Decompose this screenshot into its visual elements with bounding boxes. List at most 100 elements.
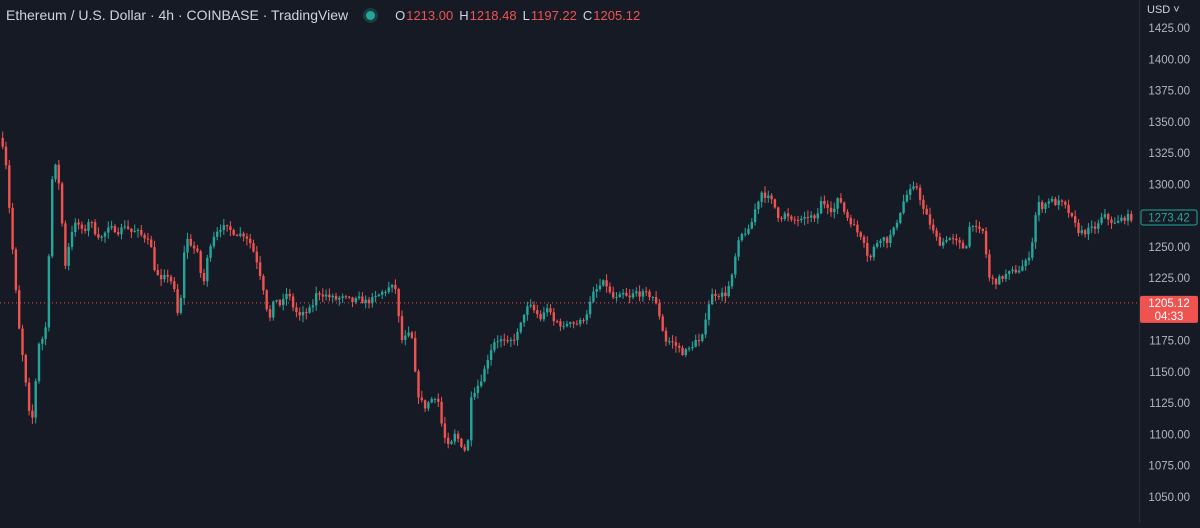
candle-body[interactable]: [1024, 260, 1027, 267]
candle-body[interactable]: [57, 164, 60, 184]
candle-body[interactable]: [628, 295, 631, 298]
candle-body[interactable]: [225, 225, 229, 227]
candle-body[interactable]: [836, 198, 839, 209]
candle-body[interactable]: [268, 309, 272, 318]
candle-body[interactable]: [909, 188, 912, 195]
candle-body[interactable]: [166, 274, 169, 277]
candle-body[interactable]: [849, 217, 852, 225]
candle-body[interactable]: [902, 201, 905, 213]
candle-body[interactable]: [598, 285, 602, 290]
candle-body[interactable]: [258, 262, 262, 276]
candle-body[interactable]: [720, 292, 724, 297]
candle-body[interactable]: [318, 293, 321, 295]
candle-body[interactable]: [978, 226, 981, 229]
candle-body[interactable]: [67, 246, 70, 266]
candle-body[interactable]: [206, 257, 209, 282]
candle-body[interactable]: [612, 292, 615, 298]
candle-body[interactable]: [437, 398, 440, 402]
candle-body[interactable]: [509, 339, 513, 341]
candle-body[interactable]: [1004, 274, 1008, 279]
candle-body[interactable]: [123, 226, 126, 228]
candle-body[interactable]: [694, 340, 697, 347]
candle-body[interactable]: [922, 199, 925, 209]
candle-body[interactable]: [958, 240, 961, 243]
candle-body[interactable]: [998, 276, 1001, 285]
candle-body[interactable]: [608, 286, 612, 293]
candle-body[interactable]: [981, 229, 984, 231]
candle-body[interactable]: [555, 321, 559, 323]
candle-body[interactable]: [11, 207, 14, 250]
candle-body[interactable]: [803, 217, 806, 219]
candle-body[interactable]: [879, 240, 882, 243]
candle-body[interactable]: [404, 335, 407, 340]
candle-body[interactable]: [265, 290, 268, 310]
candle-body[interactable]: [338, 297, 341, 300]
candle-body[interactable]: [843, 202, 846, 212]
candle-body[interactable]: [684, 349, 687, 355]
candle-body[interactable]: [229, 226, 232, 230]
candle-body[interactable]: [549, 308, 552, 313]
candle-body[interactable]: [885, 237, 889, 243]
candle-body[interactable]: [433, 398, 437, 400]
candle-body[interactable]: [41, 339, 44, 344]
candle-body[interactable]: [704, 319, 707, 335]
candle-body[interactable]: [645, 291, 648, 293]
candle-body[interactable]: [536, 310, 539, 315]
candle-body[interactable]: [1037, 202, 1041, 216]
candle-body[interactable]: [965, 246, 968, 249]
candle-body[interactable]: [252, 243, 255, 252]
candle-body[interactable]: [1001, 276, 1004, 279]
candle-body[interactable]: [928, 214, 932, 225]
candle-body[interactable]: [456, 433, 460, 439]
candle-body[interactable]: [1074, 216, 1077, 223]
candle-body[interactable]: [793, 219, 796, 221]
candle-body[interactable]: [856, 224, 859, 233]
currency-selector[interactable]: USD ˅: [1147, 4, 1180, 16]
candle-body[interactable]: [572, 322, 575, 324]
candle-body[interactable]: [862, 236, 866, 243]
candle-body[interactable]: [117, 232, 120, 235]
candle-body[interactable]: [717, 295, 720, 297]
candle-body[interactable]: [631, 293, 635, 298]
candle-body[interactable]: [18, 290, 21, 329]
candle-body[interactable]: [918, 187, 922, 200]
candle-body[interactable]: [275, 300, 278, 302]
candle-body[interactable]: [153, 247, 156, 271]
candle-body[interactable]: [697, 340, 701, 341]
candle-body[interactable]: [727, 286, 730, 296]
candle-body[interactable]: [1064, 201, 1067, 205]
candle-body[interactable]: [84, 228, 87, 231]
candle-body[interactable]: [575, 323, 579, 325]
candle-body[interactable]: [87, 222, 90, 231]
candle-body[interactable]: [113, 226, 117, 233]
candle-body[interactable]: [1, 138, 4, 147]
candle-body[interactable]: [483, 368, 486, 382]
candle-body[interactable]: [90, 222, 93, 224]
candle-body[interactable]: [130, 228, 133, 232]
candle-body[interactable]: [173, 281, 176, 290]
candle-body[interactable]: [773, 199, 777, 208]
candle-body[interactable]: [532, 304, 536, 311]
candle-body[interactable]: [120, 227, 123, 235]
candle-body[interactable]: [1014, 269, 1017, 273]
candle-body[interactable]: [344, 296, 348, 298]
candle-body[interactable]: [681, 347, 684, 356]
candle-body[interactable]: [1123, 217, 1126, 221]
candle-body[interactable]: [1093, 226, 1097, 229]
candle-body[interactable]: [1100, 217, 1103, 224]
candle-body[interactable]: [816, 213, 819, 219]
candle-body[interactable]: [661, 316, 664, 331]
candle-body[interactable]: [615, 297, 618, 298]
candle-body[interactable]: [272, 301, 275, 318]
candle-body[interactable]: [618, 294, 621, 297]
candle-body[interactable]: [592, 291, 595, 302]
candle-body[interactable]: [60, 183, 64, 224]
candle-body[interactable]: [364, 299, 367, 303]
candle-body[interactable]: [24, 355, 27, 383]
candle-body[interactable]: [951, 238, 955, 240]
candle-body[interactable]: [539, 314, 542, 320]
candle-body[interactable]: [912, 186, 915, 189]
candle-body[interactable]: [27, 382, 31, 411]
candle-body[interactable]: [70, 232, 74, 247]
candle-body[interactable]: [354, 298, 357, 303]
